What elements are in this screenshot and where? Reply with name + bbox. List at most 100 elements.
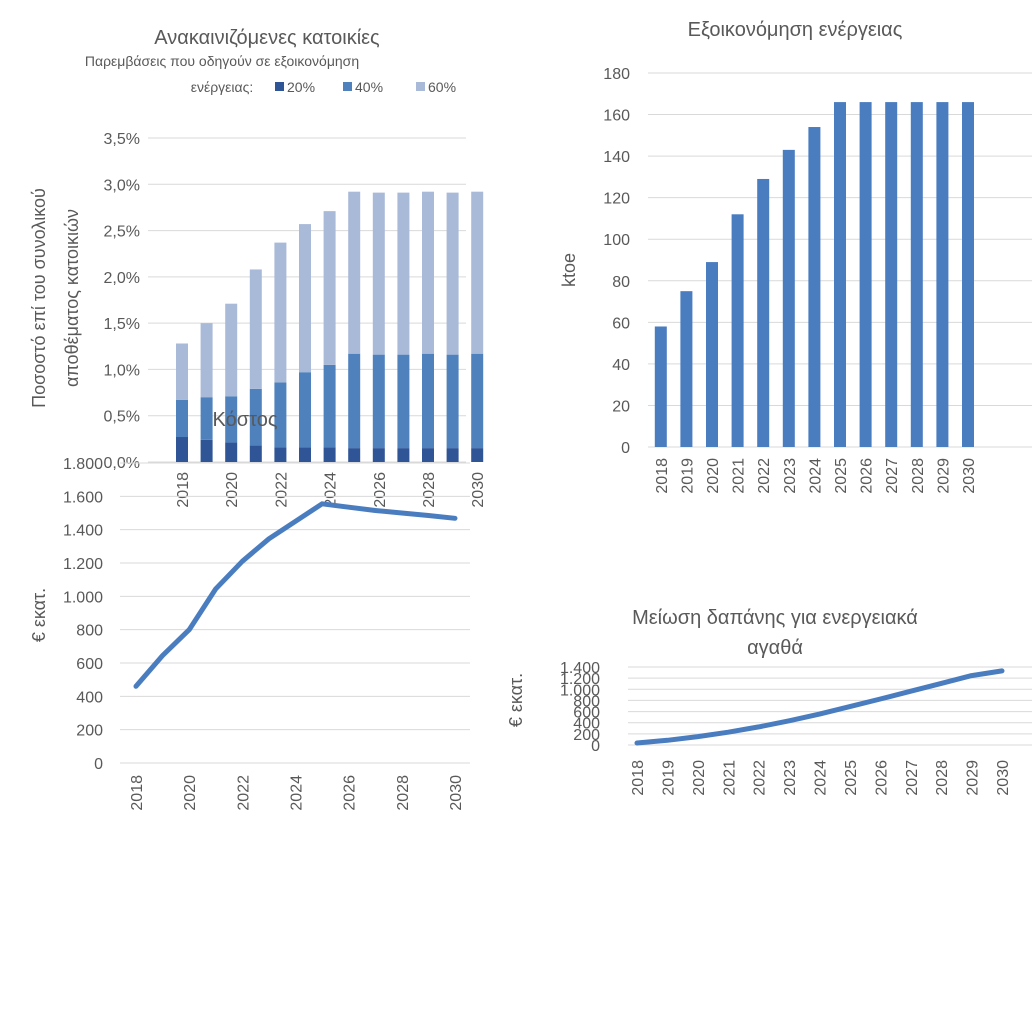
bar <box>225 442 238 462</box>
legend-title: ενέργειας: <box>191 79 254 95</box>
y-tick-label: 20 <box>612 398 630 415</box>
bar <box>323 364 336 448</box>
bar <box>859 102 872 447</box>
bar <box>706 262 718 447</box>
y-tick-label: 3,0% <box>104 177 140 194</box>
y-tick-label: 800 <box>76 623 103 640</box>
bar <box>323 211 336 365</box>
y-tick-label: 1.800 <box>63 456 103 473</box>
y-tick-label: 0 <box>591 738 600 755</box>
y-tick-label: 0 <box>94 756 103 773</box>
bar <box>200 323 213 398</box>
bar <box>397 192 410 355</box>
bar <box>176 343 188 400</box>
y-axis-label: € εκατ. <box>506 673 526 727</box>
bar <box>962 102 974 447</box>
chart-3: Κόστος 0 200 400 600 800 1.000 1.200 1.400 1.600 1… <box>29 409 470 811</box>
bar <box>348 191 361 354</box>
x-tick-label: 2030 <box>995 760 1012 796</box>
y-tick-label: 1.600 <box>63 489 103 506</box>
x-tick-label: 2029 <box>935 458 952 494</box>
x-tick-label: 2028 <box>910 458 927 494</box>
y-tick-label: 1.200 <box>63 556 103 573</box>
y-tick-label: 100 <box>603 232 630 249</box>
y-tick-label: 1.400 <box>63 523 103 540</box>
x-tick-label: 2023 <box>782 760 799 796</box>
bar <box>446 192 459 355</box>
bar <box>348 353 361 449</box>
x-tick-label: 2027 <box>884 458 901 494</box>
bar <box>471 353 484 449</box>
legend-entry: 60% <box>428 79 456 95</box>
bar <box>471 448 484 462</box>
bar <box>397 354 410 449</box>
x-tick-label: 2028 <box>934 760 951 796</box>
x-tick-label: 2020 <box>182 775 199 811</box>
x-tick-label: 2018 <box>129 775 146 811</box>
chart-title: Κόστος <box>213 409 278 431</box>
x-tick-label: 2026 <box>873 760 890 796</box>
bar <box>446 448 459 462</box>
y-tick-label: 1,5% <box>104 316 140 333</box>
y-tick-label: 0,5% <box>104 409 140 426</box>
x-tick-label: 2018 <box>630 760 647 796</box>
bar <box>757 178 770 447</box>
x-tick-label: 2028 <box>421 472 438 508</box>
bar <box>372 448 385 462</box>
y-tick-label: 140 <box>603 149 630 166</box>
y-tick-label: 0 <box>621 440 630 457</box>
legend-entry: 40% <box>355 79 383 95</box>
x-tick-label: 2019 <box>679 458 696 494</box>
x-tick-label: 2022 <box>273 472 290 508</box>
y-tick-label: 400 <box>76 689 103 706</box>
x-tick-label: 2026 <box>372 472 389 508</box>
chart-1: Ανακαινιζόμενες κατοικίες0,0%0,5%1,0%1,5… <box>29 27 487 508</box>
x-tick-label: 2023 <box>782 458 799 494</box>
x-tick-label: 2026 <box>342 775 359 811</box>
bar <box>299 447 311 462</box>
x-tick-label: 2024 <box>323 472 340 508</box>
bar <box>422 448 434 462</box>
x-tick-label: 2027 <box>904 760 921 796</box>
x-tick-label: 2019 <box>660 760 677 796</box>
y-tick-label: 2,5% <box>104 224 140 241</box>
bar <box>936 102 949 447</box>
x-tick-label: 2028 <box>395 775 412 811</box>
bar <box>176 399 188 438</box>
y-axis-label: αποθέματος κατοικιών <box>62 209 82 387</box>
bar <box>249 445 262 462</box>
chart-title: Εξοικονόμηση ενέργειας <box>688 19 903 41</box>
legend-swatch <box>275 82 284 91</box>
x-tick-label: 2024 <box>807 458 824 494</box>
bar <box>274 447 287 462</box>
y-tick-label: 1.000 <box>560 682 600 699</box>
y-tick-label: 600 <box>76 656 103 673</box>
bar <box>249 269 262 389</box>
bar <box>731 214 744 447</box>
x-tick-label: 2020 <box>224 472 241 508</box>
x-tick-label: 2022 <box>235 775 252 811</box>
x-tick-label: 2021 <box>731 458 748 494</box>
legend-swatch <box>416 82 425 91</box>
x-tick-label: 2018 <box>654 458 671 494</box>
y-axis-label: ktoe <box>559 253 579 287</box>
x-tick-label: 2020 <box>705 458 722 494</box>
x-tick-label: 2024 <box>289 775 306 811</box>
bar <box>225 303 238 397</box>
y-tick-label: 3,5% <box>104 131 140 148</box>
bar <box>348 448 361 462</box>
x-tick-label: 2030 <box>961 458 978 494</box>
y-tick-label: 1,0% <box>104 362 140 379</box>
y-tick-label: 200 <box>76 723 103 740</box>
x-tick-label: 2029 <box>965 760 982 796</box>
x-tick-label: 2025 <box>833 458 850 494</box>
legend-swatch <box>343 82 352 91</box>
y-tick-label: 80 <box>612 274 630 291</box>
bar <box>397 448 410 462</box>
y-tick-label: 200 <box>573 727 600 744</box>
bar <box>299 224 311 373</box>
bar <box>885 102 898 447</box>
y-tick-label: 1.000 <box>63 589 103 606</box>
bar <box>200 397 213 440</box>
